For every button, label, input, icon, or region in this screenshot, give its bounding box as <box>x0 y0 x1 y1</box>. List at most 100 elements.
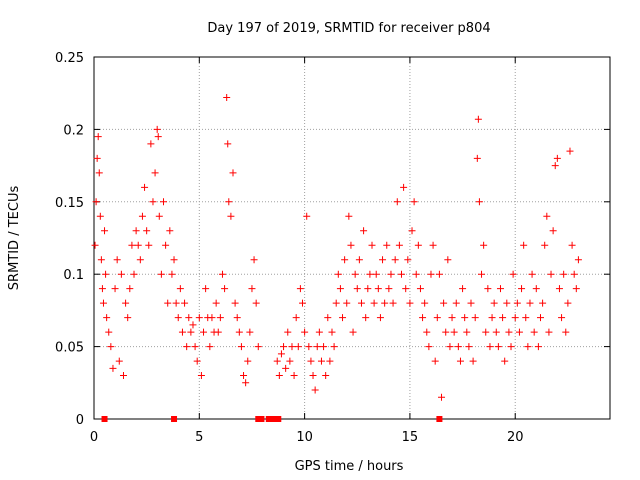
data-point <box>522 314 530 322</box>
data-point <box>376 314 384 322</box>
data-point <box>486 343 494 351</box>
data-point <box>93 154 101 162</box>
data-point <box>474 115 482 123</box>
data-point <box>444 256 452 264</box>
zero-marker <box>265 416 272 422</box>
data-point <box>315 328 323 336</box>
data-point <box>248 285 256 293</box>
data-point <box>543 212 551 220</box>
data-point <box>431 357 439 365</box>
data-point <box>547 270 555 278</box>
data-point <box>92 198 100 206</box>
data-point <box>197 372 205 380</box>
data-point <box>379 256 387 264</box>
data-point <box>566 147 574 155</box>
data-point <box>471 314 479 322</box>
x-axis-label: GPS time / hours <box>295 459 404 474</box>
data-point <box>465 343 473 351</box>
data-point <box>151 169 159 177</box>
data-point <box>524 343 532 351</box>
data-point <box>511 314 519 322</box>
data-point <box>362 314 370 322</box>
data-point <box>478 270 486 278</box>
data-point <box>166 227 174 235</box>
data-point <box>507 343 515 351</box>
data-point <box>370 299 378 307</box>
data-point <box>212 299 220 307</box>
x-tick-label: 0 <box>90 430 98 445</box>
data-point <box>288 343 296 351</box>
data-point <box>408 227 416 235</box>
axis-ticks: 0 5 10 15 20 0 0.05 0.1 0.15 0.2 0.25 <box>55 51 610 445</box>
data-point <box>574 256 582 264</box>
data-point <box>294 343 302 351</box>
data-point <box>509 270 517 278</box>
data-point <box>526 299 534 307</box>
y-tick-label: 0.15 <box>55 196 84 211</box>
data-point <box>105 328 113 336</box>
data-point <box>429 241 437 249</box>
y-tick-label: 0.25 <box>55 51 84 66</box>
data-point <box>494 343 502 351</box>
data-point <box>446 343 454 351</box>
data-point <box>484 285 492 293</box>
data-point <box>513 299 521 307</box>
zero-marker <box>272 416 279 422</box>
data-point <box>94 133 102 141</box>
data-point <box>206 343 214 351</box>
data-point <box>568 241 576 249</box>
data-point <box>406 299 414 307</box>
data-point <box>454 343 462 351</box>
data-point <box>157 270 165 278</box>
data-point <box>551 162 559 170</box>
data-point <box>216 314 224 322</box>
data-point <box>284 328 292 336</box>
data-point <box>395 241 403 249</box>
data-point <box>191 343 199 351</box>
data-point <box>503 299 511 307</box>
data-point <box>328 328 336 336</box>
data-point <box>438 393 446 401</box>
data-point <box>393 198 401 206</box>
data-point <box>99 299 107 307</box>
data-point <box>499 314 507 322</box>
data-point <box>282 364 290 372</box>
data-point <box>170 256 178 264</box>
data-point <box>423 328 431 336</box>
data-point <box>326 357 334 365</box>
data-point <box>240 372 248 380</box>
data-point <box>128 241 136 249</box>
chart-title: Day 197 of 2019, SRMTID for receiver p80… <box>207 21 490 36</box>
data-point <box>549 227 557 235</box>
data-point <box>290 372 298 380</box>
data-point <box>225 198 233 206</box>
data-point <box>143 227 151 235</box>
data-point <box>469 357 477 365</box>
data-point <box>307 357 315 365</box>
data-point <box>200 328 208 336</box>
data-point <box>208 314 216 322</box>
data-point <box>520 241 528 249</box>
data-point <box>214 328 222 336</box>
data-point <box>313 343 321 351</box>
data-point <box>324 314 332 322</box>
data-point <box>433 314 441 322</box>
grid-lines <box>94 57 610 419</box>
data-point <box>467 299 475 307</box>
data-point <box>233 314 241 322</box>
data-point <box>397 270 405 278</box>
data-point <box>490 299 498 307</box>
data-point <box>193 357 201 365</box>
data-point <box>132 227 140 235</box>
data-point <box>280 343 288 351</box>
data-point <box>101 227 109 235</box>
data-point <box>419 314 427 322</box>
data-point <box>102 270 110 278</box>
y-tick-label: 0 <box>76 413 84 428</box>
data-point <box>391 256 399 264</box>
data-point <box>145 241 153 249</box>
y-axis-label: SRMTID / TECUs <box>7 186 22 291</box>
data-point <box>536 314 544 322</box>
data-point <box>176 285 184 293</box>
data-point <box>122 299 130 307</box>
